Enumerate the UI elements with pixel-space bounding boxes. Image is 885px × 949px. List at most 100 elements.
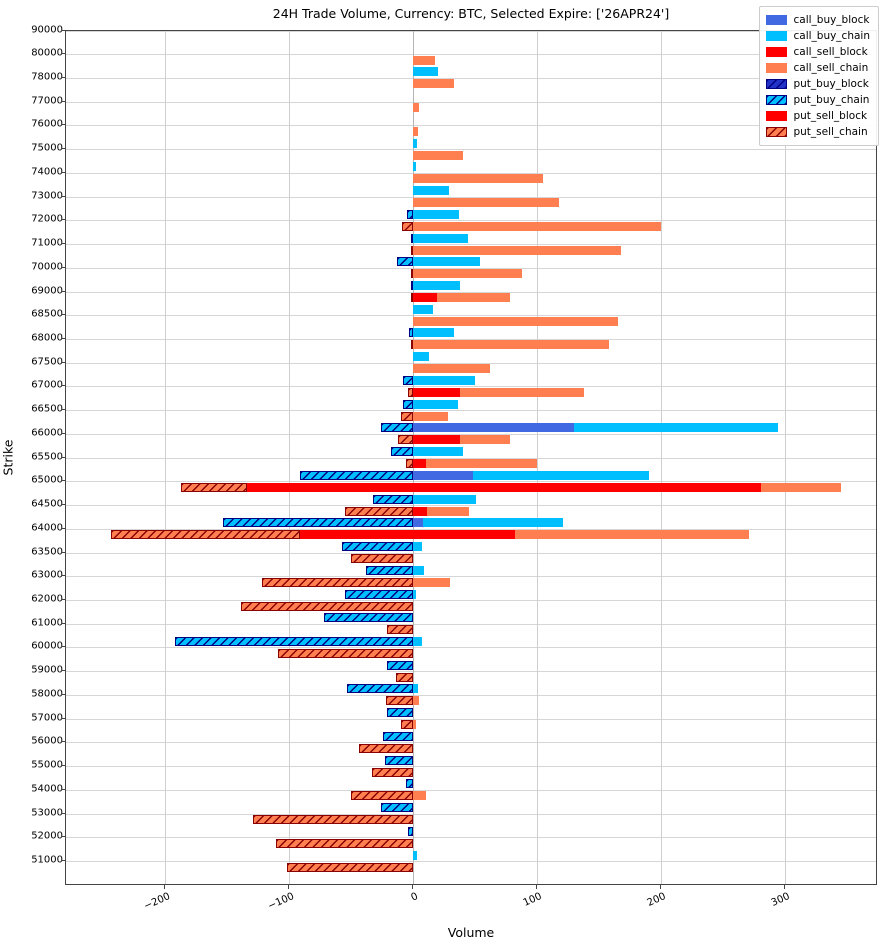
gridline-horizontal (66, 77, 876, 79)
legend-item: put_buy_chain (766, 92, 870, 108)
bar-segment-put_buy_chain (408, 826, 414, 836)
legend-label: call_buy_chain (793, 30, 870, 42)
x-tick-mark (660, 885, 662, 889)
bar-segment-put_sell_chain (410, 293, 414, 303)
legend-item: call_sell_block (766, 44, 870, 60)
gridline-horizontal (66, 718, 876, 720)
legend-label: call_sell_chain (793, 62, 869, 74)
y-tick-label: 64500 (31, 498, 63, 510)
bar-segment-call_sell_chain (425, 459, 538, 469)
y-tick-mark (61, 504, 65, 506)
gridline-horizontal (66, 766, 876, 768)
gridline-horizontal (66, 789, 876, 791)
legend-item: put_sell_chain (766, 124, 870, 140)
bar-segment-call_buy_chain (413, 375, 476, 385)
y-tick-mark (61, 385, 65, 387)
y-tick-label: 78000 (31, 71, 63, 83)
y-tick-mark (61, 290, 65, 292)
bar-segment-put_buy_chain (410, 233, 414, 243)
bar-segment-put_sell_chain (181, 482, 247, 492)
legend-item: put_buy_block (766, 76, 870, 92)
bar-segment-call_sell_chain (413, 198, 560, 208)
bar-segment-put_sell_block (246, 482, 414, 492)
gridline-horizontal (66, 742, 876, 744)
bar-segment-call_sell_chain (426, 506, 469, 516)
bar-segment-call_buy_chain (413, 162, 416, 172)
bar-segment-call_sell_block (413, 530, 515, 540)
x-tick-label: −100 (266, 891, 296, 913)
gridline-horizontal (66, 505, 876, 507)
gridline-horizontal (66, 386, 876, 388)
x-tick-mark (412, 885, 414, 889)
bar-segment-call_sell_chain (436, 293, 510, 303)
y-tick-label: 67500 (31, 356, 63, 368)
y-axis-label: Strike (0, 439, 16, 476)
y-tick-mark (61, 551, 65, 553)
y-tick-label: 69000 (31, 285, 63, 297)
gridline-horizontal (66, 149, 876, 151)
y-tick-mark (61, 266, 65, 268)
bar-segment-put_buy_chain (344, 589, 414, 599)
bar-segment-put_buy_chain (373, 494, 414, 504)
y-tick-label: 75000 (31, 142, 63, 154)
bar-segment-call_buy_chain (413, 684, 419, 694)
y-tick-label: 63000 (31, 569, 63, 581)
bar-segment-put_sell_chain (110, 530, 301, 540)
bar-segment-put_buy_chain (366, 565, 414, 575)
bar-segment-put_buy_chain (410, 281, 414, 291)
bar-segment-put_buy_chain (405, 779, 414, 789)
bar-segment-put_buy_chain (342, 542, 414, 552)
y-tick-mark (61, 860, 65, 862)
y-tick-mark (61, 148, 65, 150)
gridline-horizontal (66, 671, 876, 673)
gridline-horizontal (66, 362, 876, 364)
y-tick-mark (61, 788, 65, 790)
x-tick-label: −200 (142, 891, 172, 913)
gridline-horizontal (66, 220, 876, 222)
y-tick-mark (61, 53, 65, 55)
gridline-horizontal (66, 291, 876, 293)
bar-segment-call_sell_chain (413, 364, 490, 374)
y-tick-mark (61, 599, 65, 601)
bar-segment-put_sell_chain (410, 269, 414, 279)
bar-segment-call_sell_chain (413, 411, 448, 421)
y-tick-mark (61, 314, 65, 316)
y-tick-mark (61, 219, 65, 221)
bar-segment-call_buy_chain (413, 186, 450, 196)
y-tick-label: 62000 (31, 593, 63, 605)
bar-segment-put_sell_chain (410, 340, 414, 350)
bar-segment-put_buy_chain (175, 636, 414, 646)
y-tick-label: 71000 (31, 237, 63, 249)
y-tick-mark (61, 76, 65, 78)
bar-segment-call_sell_chain (413, 577, 451, 587)
x-tick-mark (288, 885, 290, 889)
legend-item: call_buy_block (766, 12, 870, 28)
bar-segment-call_sell_block (413, 293, 437, 303)
gridline-vertical (165, 31, 167, 884)
bar-segment-put_sell_chain (405, 459, 414, 469)
bar-segment-call_sell_chain (460, 435, 510, 445)
bar-segment-call_sell_chain (413, 269, 523, 279)
y-tick-mark (61, 717, 65, 719)
y-tick-label: 70000 (31, 261, 63, 273)
bar-segment-call_buy_chain (413, 304, 433, 314)
bar-segment-put_sell_chain (410, 245, 414, 255)
bar-segment-put_sell_chain (344, 506, 414, 516)
x-tick-label: 300 (769, 891, 792, 909)
bar-segment-call_buy_block (413, 518, 424, 528)
bar-segment-call_buy_chain (413, 209, 459, 219)
zero-gridline (413, 31, 415, 884)
bar-segment-call_sell_chain (413, 150, 463, 160)
gridline-horizontal (66, 244, 876, 246)
bar-segment-call_buy_chain (413, 233, 468, 243)
y-tick-mark (61, 195, 65, 197)
legend-swatch-put_buy_block (766, 79, 788, 89)
gridline-horizontal (66, 125, 876, 127)
bar-segment-put_sell_chain (395, 672, 414, 682)
legend-swatch-call_sell_block (766, 47, 788, 57)
y-tick-label: 51000 (31, 854, 63, 866)
legend-swatch-call_sell_chain (766, 63, 788, 73)
gridline-horizontal (66, 694, 876, 696)
legend-label: call_buy_block (793, 14, 870, 26)
